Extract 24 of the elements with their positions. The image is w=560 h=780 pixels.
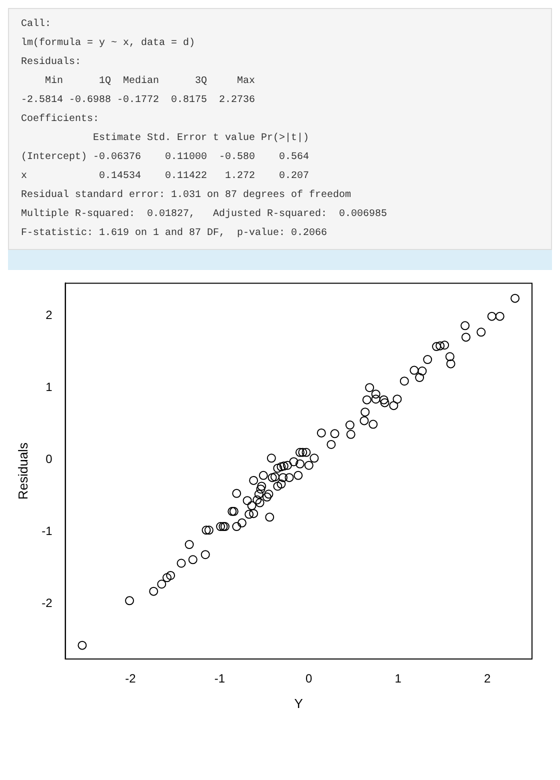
text: F-statistic: 1.619 on 1 and 87 DF, p-value: 0.2066 [21,226,328,241]
text: Call: [21,18,52,32]
x-axis-title: Y [294,696,304,711]
y-tick-label: 1 [46,380,53,394]
text: Estimate Std. Error t value Pr(>|t|) [92,132,310,146]
text: Coefficients: [21,112,100,127]
y-tick-label: -2 [42,596,53,610]
text: Residual standard error: 1.031 on 87 degrees of freedom [21,188,352,203]
y-tick-label: 0 [46,452,53,466]
y-tick-label: -1 [42,524,53,538]
x-tick-label: -1 [214,672,226,686]
x-tick-label: -2 [125,672,136,686]
x-tick-label: 0 [306,672,313,686]
text: x 0.14534 0.11422 1.272 0.207 [21,170,310,184]
x-tick-label: 1 [394,672,402,686]
text: Residuals: [21,56,82,70]
text: (Intercept) -0.06376 0.11000 -0.580 0.564 [21,150,310,165]
text: Multiple R-squared: 0.01827, Adjusted R-squared: 0.006985 [21,208,388,222]
y-axis-title: Residuals [15,442,30,500]
y-tick-label: 2 [46,308,53,322]
text: lm(formula = y ~ x, data = d) [21,36,196,51]
x-tick-label: 2 [484,672,492,686]
text: Min 1Q Median 3Q Max [44,74,256,89]
text: -2.5814 -0.6988 -0.1772 0.8175 2.2736 [21,94,256,108]
